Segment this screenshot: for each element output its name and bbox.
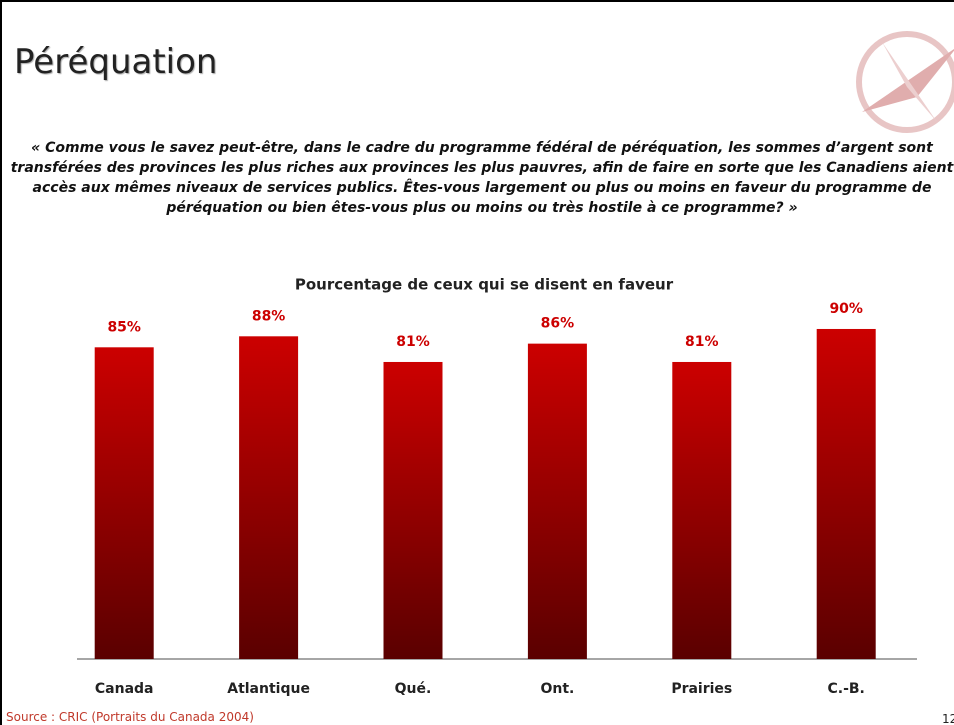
value-label: 81% bbox=[396, 334, 430, 350]
bar bbox=[239, 336, 299, 659]
x-tick-label: Atlantique bbox=[227, 681, 310, 697]
page-number: 12 bbox=[942, 712, 954, 725]
x-tick-label: Canada bbox=[95, 681, 154, 697]
source-note: Source : CRIC (Portraits du Canada 2004) bbox=[6, 710, 254, 724]
question-text: « Comme vous le savez peut-être, dans le… bbox=[10, 140, 954, 216]
compass-decoration bbox=[856, 31, 954, 133]
value-label: 90% bbox=[829, 301, 863, 317]
x-tick-label: Prairies bbox=[671, 681, 732, 697]
value-label: 88% bbox=[252, 308, 286, 324]
x-tick-label: C.-B. bbox=[827, 681, 864, 697]
bar bbox=[816, 328, 876, 659]
slide-title: Péréquation bbox=[14, 42, 218, 82]
bar bbox=[94, 347, 154, 659]
value-label: 85% bbox=[107, 319, 141, 335]
bar bbox=[672, 361, 732, 659]
x-tick-label: Ont. bbox=[540, 681, 574, 697]
value-label: 86% bbox=[541, 316, 575, 332]
bar bbox=[383, 361, 443, 659]
chart-title: Pourcentage de ceux qui se disent en fav… bbox=[295, 276, 674, 294]
value-label: 81% bbox=[685, 334, 719, 350]
x-tick-label: Qué. bbox=[395, 681, 432, 697]
bar bbox=[527, 343, 587, 659]
